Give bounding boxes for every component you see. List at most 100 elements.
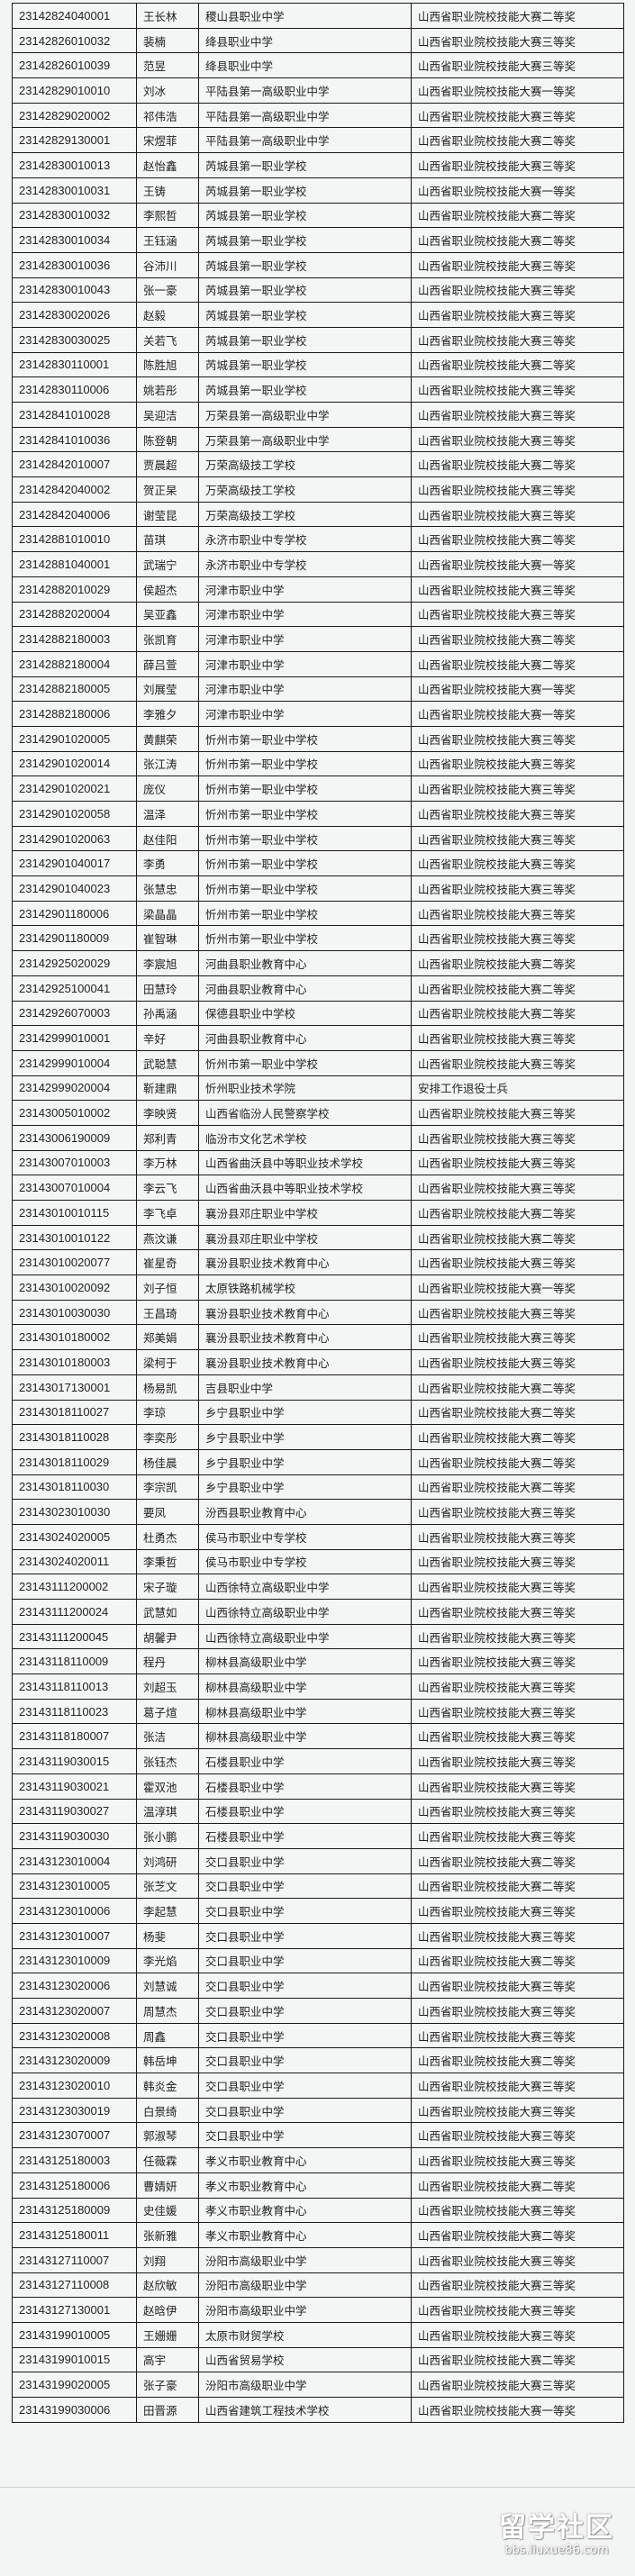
table-row: 23143199020005 张子豪 汾阳市高级职业中学 山西省职业院校技能大赛三等奖: [12, 2372, 624, 2398]
award-cell: 山西省职业院校技能大赛三等奖: [411, 2097, 624, 2124]
exam-number-cell: 23143017130001: [12, 1374, 137, 1401]
award-cell: 山西省职业院校技能大赛二等奖: [411, 2222, 624, 2248]
award-cell: 山西省职业院校技能大赛三等奖: [411, 402, 624, 428]
school-cell: 万荣县第一高级职业中学: [198, 402, 412, 428]
watermark-logo: 留学社区 bbs.liuxue86.com: [485, 2513, 629, 2576]
award-cell: 山西省职业院校技能大赛三等奖: [411, 1723, 624, 1750]
school-cell: 石楼县职业中学: [198, 1798, 412, 1825]
award-cell: 山西省职业院校技能大赛二等奖: [411, 3, 624, 29]
table-row: 23142842040002 贺正杲 万荣高级技工学校 山西省职业院校技能大赛三等奖: [12, 476, 624, 503]
table-row: 23143023010030 要凤 汾西县职业教育中心 山西省职业院校技能大赛三等奖: [12, 1499, 624, 1525]
exam-number-cell: 23142999010004: [12, 1049, 137, 1076]
table-row: 23143123030019 白景绮 交口县职业中学 山西省职业院校技能大赛三等奖: [12, 2097, 624, 2124]
school-cell: 河津市职业中学: [198, 576, 412, 603]
award-cell: 山西省职业院校技能大赛三等奖: [411, 1623, 624, 1650]
award-cell: 山西省职业院校技能大赛三等奖: [411, 576, 624, 603]
table-row: 23142882180006 李雅夕 河津市职业中学 山西省职业院校技能大赛一等奖: [12, 701, 624, 727]
name-cell: 赵欣敏: [136, 2272, 199, 2299]
school-cell: 交口县职业中学: [198, 2047, 412, 2074]
name-cell: 白景绮: [136, 2097, 199, 2124]
school-cell: 乡宁县职业中学: [198, 1474, 412, 1501]
table-row: 23143123020009 韩岳坤 交口县职业中学 山西省职业院校技能大赛二等奖: [12, 2047, 624, 2074]
exam-number-cell: 23143018110030: [12, 1474, 137, 1501]
exam-number-cell: 23142901040017: [12, 850, 137, 877]
name-cell: 武慧如: [136, 1599, 199, 1625]
table-row: 23143123010005 张芝文 交口县职业中学 山西省职业院校技能大赛二等奖: [12, 1873, 624, 1900]
name-cell: 梁柯于: [136, 1349, 199, 1375]
table-row: 23143127130001 赵晗伊 汾阳市高级职业中学 山西省职业院校技能大赛三等奖: [12, 2297, 624, 2323]
exam-number-cell: 23143127130001: [12, 2297, 137, 2323]
exam-number-cell: 23142882020004: [12, 601, 137, 628]
table-row: 23143123020006 刘慧诚 交口县职业中学 山西省职业院校技能大赛三等奖: [12, 1973, 624, 1999]
name-cell: 田晋源: [136, 2397, 199, 2423]
school-cell: 太原铁路机械学校: [198, 1274, 412, 1301]
award-cell: 山西省职业院校技能大赛二等奖: [411, 975, 624, 1002]
exam-number-cell: 23143127110008: [12, 2272, 137, 2299]
table-row: 23142842010007 贾晨超 万荣高级技工学校 山西省职业院校技能大赛二等奖: [12, 451, 624, 478]
award-cell: 山西省职业院校技能大赛一等奖: [411, 1274, 624, 1301]
award-cell: 山西省职业院校技能大赛二等奖: [411, 2346, 624, 2373]
exam-number-cell: 23142901020014: [12, 750, 137, 777]
table-row: 23143017130001 杨易凯 吉县职业中学 山西省职业院校技能大赛二等奖: [12, 1374, 624, 1401]
name-cell: 刘超玉: [136, 1673, 199, 1700]
table-row: 23142881040001 武瑞宁 永济市职业中专学校 山西省职业院校技能大赛一等奖: [12, 551, 624, 577]
table-row: 23143024020011 李秉哲 侯马市职业中专学校 山西省职业院校技能大赛三等奖: [12, 1548, 624, 1575]
name-cell: 韩岳坤: [136, 2047, 199, 2074]
table-row: 23143010030030 王昌琦 襄汾县职业技术教育中心 山西省职业院校技能大赛三…: [12, 1299, 624, 1326]
school-cell: 忻州市第一职业中学校: [198, 850, 412, 877]
exam-number-cell: 23143119030015: [12, 1748, 137, 1774]
name-cell: 吴亚鑫: [136, 601, 199, 628]
school-cell: 山西省临汾人民警察学校: [198, 1100, 412, 1126]
name-cell: 李云飞: [136, 1175, 199, 1201]
exam-number-cell: 23143010180003: [12, 1349, 137, 1375]
award-cell: 山西省职业院校技能大赛一等奖: [411, 701, 624, 727]
school-cell: 交口县职业中学: [198, 1973, 412, 1999]
table-row: 23142830010036 谷沛川 芮城县第一职业学校 山西省职业院校技能大赛三等奖: [12, 251, 624, 278]
table-row: 23142999010001 辛好 河曲县职业教育中心 山西省职业院校技能大赛三等奖: [12, 1025, 624, 1051]
school-cell: 襄汾县邓庄职业中学校: [198, 1200, 412, 1226]
exam-number-cell: 23142881010010: [12, 526, 137, 553]
table-row: 23142901020058 温泽 忻州市第一职业中学校 山西省职业院校技能大赛三等奖: [12, 801, 624, 827]
name-cell: 崔智琳: [136, 925, 199, 952]
table-row: 23142882010029 侯超杰 河津市职业中学 山西省职业院校技能大赛三等奖: [12, 576, 624, 603]
name-cell: 辛好: [136, 1025, 199, 1051]
school-cell: 忻州市第一职业中学校: [198, 725, 412, 752]
exam-number-cell: 23143123020009: [12, 2047, 137, 2074]
school-cell: 忻州市第一职业中学校: [198, 776, 412, 802]
school-cell: 万荣高级技工学校: [198, 451, 412, 478]
exam-number-cell: 23143199020005: [12, 2372, 137, 2398]
table-row: 23143127110008 赵欣敏 汾阳市高级职业中学 山西省职业院校技能大赛三等奖: [12, 2272, 624, 2299]
award-cell: 山西省职业院校技能大赛三等奖: [411, 52, 624, 79]
exam-number-cell: 23142829020002: [12, 102, 137, 129]
name-cell: 霍双池: [136, 1773, 199, 1800]
table-row: 23142829010010 刘冰 平陆县第一高级职业中学 山西省职业院校技能大赛一等…: [12, 77, 624, 104]
exam-number-cell: 23143018110027: [12, 1399, 137, 1426]
award-cell: 山西省职业院校技能大赛三等奖: [411, 277, 624, 304]
award-cell: 山西省职业院校技能大赛三等奖: [411, 1299, 624, 1326]
table-row: 23142841010036 陈登朝 万荣县第一高级职业中学 山西省职业院校技能大赛三…: [12, 426, 624, 453]
table-row: 23142925020029 李宸旭 河曲县职业教育中心 山西省职业院校技能大赛二等奖: [12, 950, 624, 976]
table-row: 23142826010039 范昱 绛县职业中学 山西省职业院校技能大赛三等奖: [12, 52, 624, 79]
award-cell: 山西省职业院校技能大赛三等奖: [411, 1922, 624, 1949]
school-cell: 芮城县第一职业学校: [198, 326, 412, 353]
exam-number-cell: 23142830110006: [12, 376, 137, 403]
school-cell: 忻州市第一职业中学校: [198, 750, 412, 777]
exam-number-cell: 23143199010015: [12, 2346, 137, 2373]
exam-number-cell: 23143119030027: [12, 1798, 137, 1825]
award-cell: 山西省职业院校技能大赛三等奖: [411, 2246, 624, 2273]
school-cell: 忻州市第一职业中学校: [198, 875, 412, 902]
award-cell: 山西省职业院校技能大赛三等奖: [411, 1973, 624, 1999]
exam-number-cell: 23143123030019: [12, 2097, 137, 2124]
table-row: 23142830010034 王钰涵 芮城县第一职业学校 山西省职业院校技能大赛二等奖: [12, 227, 624, 253]
name-cell: 温淳琪: [136, 1798, 199, 1825]
table-row: 23143119030015 张钰杰 石楼县职业中学 山西省职业院校技能大赛三等奖: [12, 1748, 624, 1774]
school-cell: 芮城县第一职业学校: [198, 227, 412, 253]
school-cell: 山西省曲沃县中等职业技术学校: [198, 1149, 412, 1176]
name-cell: 胡馨尹: [136, 1623, 199, 1650]
table-row: 23143125180006 曹婧妍 孝义市职业教育中心 山西省职业院校技能大赛二等奖: [12, 2172, 624, 2199]
exam-number-cell: 23142901180006: [12, 900, 137, 927]
table-row: 23143199010015 高宇 山西省贸易学校 山西省职业院校技能大赛二等奖: [12, 2346, 624, 2373]
award-cell: 山西省职业院校技能大赛二等奖: [411, 2172, 624, 2199]
divider: [0, 2487, 635, 2488]
award-cell: 山西省职业院校技能大赛三等奖: [411, 376, 624, 403]
